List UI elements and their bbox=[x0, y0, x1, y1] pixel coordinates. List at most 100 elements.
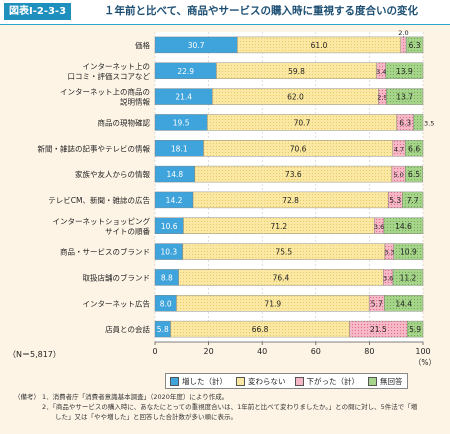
notes-heading: （備考） bbox=[14, 393, 40, 401]
data-label: 2.9 bbox=[377, 94, 387, 102]
legend-label-no-answer: 無回答 bbox=[380, 376, 403, 386]
legend-label-decreased: 下がった（計） bbox=[306, 376, 360, 386]
bar-segment-no-answer bbox=[384, 295, 424, 312]
stacked-bar-chart: 30.7 61.0 2.06.3 22.9 59.8 3.4 13.9 21.4 62.0 2.9… bbox=[38, 29, 437, 367]
data-label: 70.7 bbox=[294, 118, 311, 127]
bar-segment-no-answer bbox=[386, 88, 424, 105]
data-label: 5.9 bbox=[409, 325, 421, 334]
data-label: 75.5 bbox=[275, 248, 292, 257]
note-row-3: した」又は「やや増した」と回答した合計数が多い順に表示。 bbox=[14, 412, 417, 422]
data-label: 10.9 bbox=[400, 248, 417, 257]
data-label: 71.9 bbox=[264, 299, 281, 308]
x-unit-label: （%） bbox=[414, 358, 436, 367]
legend-swatch-unchanged bbox=[236, 376, 245, 386]
data-label: 76.4 bbox=[273, 273, 290, 282]
data-label: 6.3 bbox=[409, 41, 421, 50]
data-label: 10.6 bbox=[161, 222, 178, 231]
category-label: 商品・サービスのブランド bbox=[60, 247, 150, 257]
category-label: インターネット上の商品の説明情報 bbox=[60, 87, 150, 107]
bar-segment-no-answer bbox=[383, 217, 424, 234]
data-label: 73.6 bbox=[285, 170, 302, 179]
legend-item-decreased: 下がった（計） bbox=[294, 376, 360, 387]
legend-item-increased: 増した（計） bbox=[170, 376, 227, 387]
data-label: 21.5 bbox=[370, 325, 387, 334]
data-label: 14.8 bbox=[166, 170, 183, 179]
category-label: 店員との会話 bbox=[105, 324, 150, 334]
figure-title: １年前と比べて、商品やサービスの購入時に重視する度合いの変化 bbox=[104, 5, 419, 17]
category-label: テレビCM、新聞・雑誌の広告 bbox=[48, 195, 150, 205]
data-label: 71.2 bbox=[270, 222, 287, 231]
category-label: 新聞・雑誌の記事やテレビの情報 bbox=[38, 143, 151, 153]
bar-segment-no-answer bbox=[406, 320, 424, 338]
legend-item-unchanged: 変わらない bbox=[236, 376, 286, 387]
data-label: 3.3 bbox=[384, 249, 394, 257]
data-label: 10.3 bbox=[160, 248, 177, 257]
category-label: 家族や友人からの情報 bbox=[75, 169, 150, 179]
data-label: 11.2 bbox=[400, 273, 417, 282]
data-label: 66.8 bbox=[252, 325, 269, 334]
data-label: 13.7 bbox=[396, 93, 413, 102]
bars: 30.7 61.0 2.06.3 22.9 59.8 3.4 13.9 21.4 62.0 2.9… bbox=[154, 29, 434, 338]
notes: （備考） 1．消費者庁「消費者意識基本調査」（2020年度）により作成。 2．「… bbox=[14, 392, 417, 422]
legend-swatch-no-answer bbox=[368, 376, 377, 386]
legend-swatch-increased bbox=[170, 376, 179, 386]
data-label: 22.9 bbox=[177, 67, 194, 76]
data-label: 3.5 bbox=[424, 119, 434, 127]
data-label: 6.5 bbox=[408, 170, 420, 179]
x-tick-label: 0 bbox=[152, 347, 157, 356]
sample-size-label: （N＝5,817） bbox=[8, 350, 61, 359]
category-labels: 価格インターネット上の口コミ・評価スコアなどインターネット上の商品の説明情報商品… bbox=[38, 40, 151, 334]
legend: 増した（計） 変わらない 下がった（計） 無回答 bbox=[165, 373, 408, 389]
note-row-1: （備考） 1．消費者庁「消費者意識基本調査」（2020年度）により作成。 bbox=[14, 392, 417, 402]
plot-area-background bbox=[155, 32, 423, 342]
legend-swatch-decreased bbox=[294, 376, 304, 386]
data-label: 61.0 bbox=[311, 41, 328, 50]
category-label: 取扱店舗のブランド bbox=[83, 272, 151, 282]
category-label: 価格 bbox=[135, 40, 150, 50]
bar-segment-no-answer bbox=[393, 243, 424, 260]
data-label: 3.6 bbox=[374, 223, 384, 231]
x-tick-label: 100 bbox=[415, 347, 430, 356]
data-label: 3.4 bbox=[376, 68, 386, 76]
bar-segment-no-answer bbox=[385, 62, 424, 79]
data-label: 70.6 bbox=[290, 144, 307, 153]
data-label: 6.6 bbox=[408, 144, 420, 153]
data-label: 19.5 bbox=[173, 118, 190, 127]
data-label: 30.7 bbox=[188, 41, 205, 50]
bar-segment-no-answer bbox=[402, 191, 424, 209]
bar-segment-no-answer bbox=[405, 36, 424, 54]
x-tick-label: 80 bbox=[364, 347, 374, 356]
bar-segment-decreased bbox=[400, 36, 407, 54]
figure-header: 図表Ⅰ-2-3-3 １年前と比べて、商品やサービスの購入時に重視する度合いの変化 bbox=[0, 0, 450, 25]
data-label: 14.2 bbox=[166, 196, 183, 205]
legend-label-unchanged: 変わらない bbox=[248, 376, 286, 386]
data-label: 3.6 bbox=[383, 274, 393, 282]
data-label: 72.8 bbox=[282, 196, 299, 205]
x-tick-label: 40 bbox=[257, 347, 267, 356]
bar-segment-no-answer bbox=[392, 269, 424, 286]
data-label: 59.8 bbox=[288, 67, 305, 76]
data-label: 8.8 bbox=[161, 273, 173, 282]
data-label: 7.7 bbox=[407, 196, 419, 205]
note-row-2: 2．「商品やサービスの購入時に、あなたにとっての重視度合いは、1年前と比べて変わ… bbox=[14, 402, 417, 412]
figure-label: 図表Ⅰ-2-3-3 bbox=[4, 3, 72, 20]
bar-segment-no-answer bbox=[413, 114, 424, 131]
data-label: 13.9 bbox=[396, 67, 413, 76]
data-label: 4.7 bbox=[394, 145, 404, 153]
note-line: 2．「商品やサービスの購入時に、あなたにとっての重視度合いは、1年前と比べて変わ… bbox=[42, 403, 418, 411]
x-tick-label: 60 bbox=[311, 347, 321, 356]
x-tick-label: 20 bbox=[204, 347, 214, 356]
legend-label-increased: 増した（計） bbox=[182, 376, 227, 386]
data-label: 2.0 bbox=[398, 29, 408, 37]
data-label: 21.4 bbox=[175, 93, 192, 102]
data-label: 5.0 bbox=[393, 171, 403, 179]
x-axis: 0 20 40 60 80 100 （%） bbox=[152, 341, 436, 367]
note-line: 1．消費者庁「消費者意識基本調査」（2020年度）により作成。 bbox=[42, 393, 229, 401]
category-label: インターネット上の口コミ・評価スコアなど bbox=[68, 62, 151, 81]
data-label: 8.0 bbox=[160, 299, 172, 308]
category-label: インターネット広告 bbox=[83, 298, 151, 308]
data-label: 62.0 bbox=[287, 93, 304, 102]
data-label: 14.6 bbox=[395, 222, 412, 231]
bar-segment-no-answer bbox=[405, 165, 423, 183]
